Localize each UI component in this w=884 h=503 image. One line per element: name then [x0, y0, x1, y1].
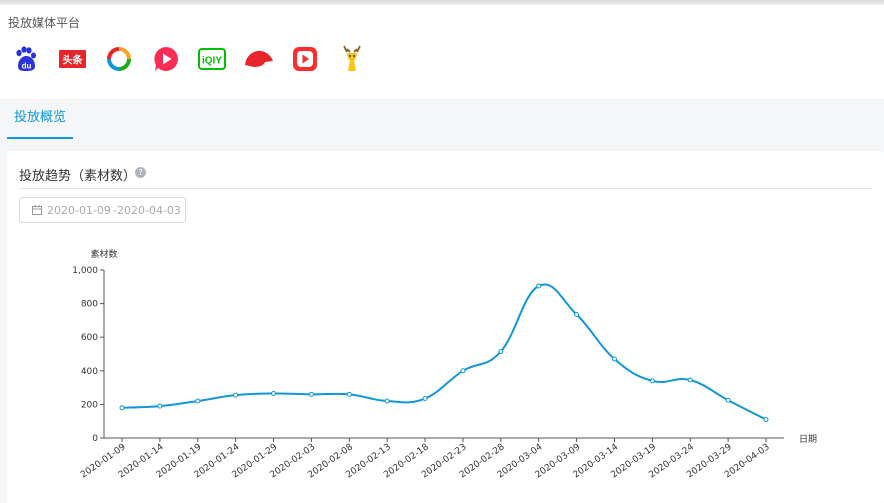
trend-card: 投放趋势（素材数） ? 2020-01-09 - 2020-04-03 素材数日… — [7, 151, 884, 503]
data-point — [384, 398, 390, 404]
baidu-icon[interactable]: du — [10, 43, 42, 75]
series-line — [121, 283, 767, 421]
tab-overview[interactable]: 投放概览 — [7, 99, 73, 139]
y-tick-label: 600 — [81, 333, 98, 343]
data-point — [308, 391, 314, 397]
data-point — [422, 396, 428, 402]
toutiao-icon[interactable]: 头条 — [57, 43, 89, 75]
baidu-icon-text: du — [22, 62, 32, 71]
data-point — [763, 417, 769, 423]
data-point — [687, 377, 693, 383]
deer-icon[interactable] — [336, 43, 368, 75]
date-end-input[interactable]: 2020-04-03 — [117, 203, 181, 217]
top-shadow-bar — [0, 0, 884, 5]
data-point — [536, 283, 542, 289]
y-tick-label: 0 — [92, 434, 98, 444]
data-point — [460, 368, 466, 374]
data-point — [725, 397, 731, 403]
data-point — [346, 391, 352, 397]
data-point — [119, 405, 125, 411]
data-point — [649, 378, 655, 384]
trend-line-chart: 素材数日期02004006008001,0002020-01-092020-01… — [72, 248, 817, 480]
toutiao-icon-text: 头条 — [63, 54, 84, 67]
data-point — [574, 312, 580, 318]
date-separator: - — [113, 203, 117, 217]
data-point — [195, 398, 201, 404]
media-platform-list: du 头条 iQIY — [10, 43, 382, 75]
trend-divider — [19, 188, 872, 189]
iqiyi-icon-text: iQIY — [202, 56, 222, 67]
x-axis-title: 日期 — [799, 434, 817, 445]
red-cap-icon[interactable] — [243, 43, 275, 75]
calendar-icon — [32, 205, 42, 215]
media-section-title: 投放媒体平台 — [8, 16, 81, 30]
y-tick-label: 1,000 — [72, 266, 98, 276]
data-point — [498, 348, 504, 354]
data-point — [157, 403, 163, 409]
ring-logo-icon[interactable] — [103, 43, 135, 75]
question-circle-icon[interactable]: ? — [135, 167, 146, 178]
y-axis-title: 素材数 — [90, 248, 117, 260]
data-point — [271, 390, 277, 396]
media-platform-section: 投放媒体平台 du 头条 — [0, 5, 884, 99]
date-range-picker[interactable]: 2020-01-09 - 2020-04-03 — [19, 197, 186, 223]
data-point — [611, 356, 617, 362]
y-tick-label: 800 — [81, 300, 98, 310]
iqiyi-icon[interactable]: iQIY — [196, 43, 228, 75]
y-tick-label: 200 — [81, 400, 98, 410]
red-play-icon[interactable] — [289, 43, 321, 75]
date-start-input[interactable]: 2020-01-09 — [47, 203, 111, 217]
data-point — [233, 392, 239, 398]
play-bubble-icon[interactable] — [150, 43, 182, 75]
y-tick-label: 400 — [81, 367, 98, 377]
trend-title: 投放趋势（素材数） — [19, 169, 137, 184]
tab-bar: 投放概览 — [0, 99, 884, 139]
